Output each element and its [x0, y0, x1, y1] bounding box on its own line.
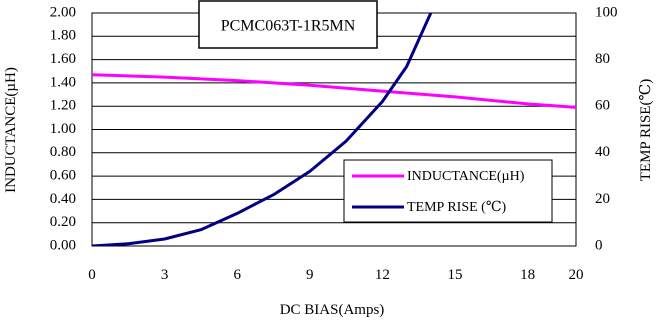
y-tick-label: 0.20 [50, 214, 76, 230]
legend: INDUCTANCE(µH) TEMP RISE (℃) [343, 159, 553, 223]
x-tick-label: 3 [161, 267, 169, 283]
y2-tick-label: 0 [595, 237, 603, 253]
y2-axis-title: TEMP RISE(℃) [638, 79, 654, 181]
title-box: PCMC063T-1R5MN [198, 0, 378, 49]
chart-title: PCMC063T-1R5MN [221, 18, 356, 35]
x-axis-title: DC BIAS(Amps) [280, 302, 385, 318]
y-tick-label: 1.40 [50, 74, 76, 90]
x-tick-label: 18 [520, 267, 535, 283]
x-tick-label: 12 [375, 267, 390, 283]
series-line-inductance [92, 73, 576, 109]
legend-label-temp-rise: TEMP RISE (℃) [407, 200, 506, 215]
y2-tick-label: 20 [595, 191, 610, 207]
legend-frame [343, 159, 553, 223]
x-axis-ticks: 0 3 6 9 12 15 18 20 [88, 267, 583, 283]
y2-tick-label: 60 [595, 98, 610, 114]
y2-tick-label: 100 [595, 4, 618, 20]
title-box-frame [198, 0, 378, 49]
y2-axis-ticks: 0 20 40 60 80 100 [595, 4, 618, 253]
series-line-temp-rise [92, 13, 433, 246]
x-tick-label: 0 [88, 267, 96, 283]
y-tick-label: 2.00 [50, 4, 76, 20]
y2-tick-label: 40 [595, 144, 610, 160]
y-tick-label: 1.60 [50, 51, 76, 67]
legend-label-inductance: INDUCTANCE(µH) [407, 169, 525, 184]
y-tick-label: 0.80 [50, 144, 76, 160]
y-tick-label: 1.20 [50, 98, 76, 114]
y-axis-ticks: 0.00 0.20 0.40 0.60 0.80 1.00 1.20 1.40 1.60 1.80… [50, 4, 76, 253]
y-axis-title: INDUCTANCE(µH) [3, 67, 19, 193]
y-tick-label: 0.60 [50, 168, 76, 184]
y2-tick-label: 80 [595, 51, 610, 67]
y-tick-label: 0.40 [50, 191, 76, 207]
x-tick-label: 6 [233, 267, 241, 283]
y-tick-label: 0.00 [50, 237, 76, 253]
x-tick-label: 20 [569, 267, 584, 283]
x-tick-label: 9 [306, 267, 314, 283]
y-tick-label: 1.80 [50, 28, 76, 44]
y-tick-label: 1.00 [50, 121, 76, 137]
series-lines [92, 13, 576, 246]
x-tick-label: 15 [448, 267, 463, 283]
